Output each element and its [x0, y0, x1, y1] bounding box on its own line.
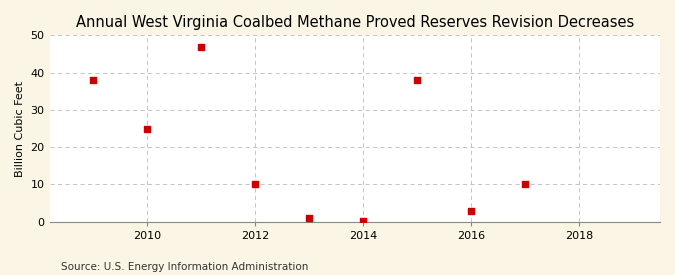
Y-axis label: Billion Cubic Feet: Billion Cubic Feet	[15, 81, 25, 177]
Point	[466, 208, 477, 213]
Text: Source: U.S. Energy Information Administration: Source: U.S. Energy Information Administ…	[61, 262, 308, 272]
Title: Annual West Virginia Coalbed Methane Proved Reserves Revision Decreases: Annual West Virginia Coalbed Methane Pro…	[76, 15, 634, 30]
Point	[520, 182, 531, 187]
Point	[304, 216, 315, 220]
Point	[250, 182, 261, 187]
Point	[358, 218, 369, 223]
Point	[141, 126, 152, 131]
Point	[87, 78, 98, 82]
Point	[412, 78, 423, 82]
Point	[195, 44, 206, 49]
